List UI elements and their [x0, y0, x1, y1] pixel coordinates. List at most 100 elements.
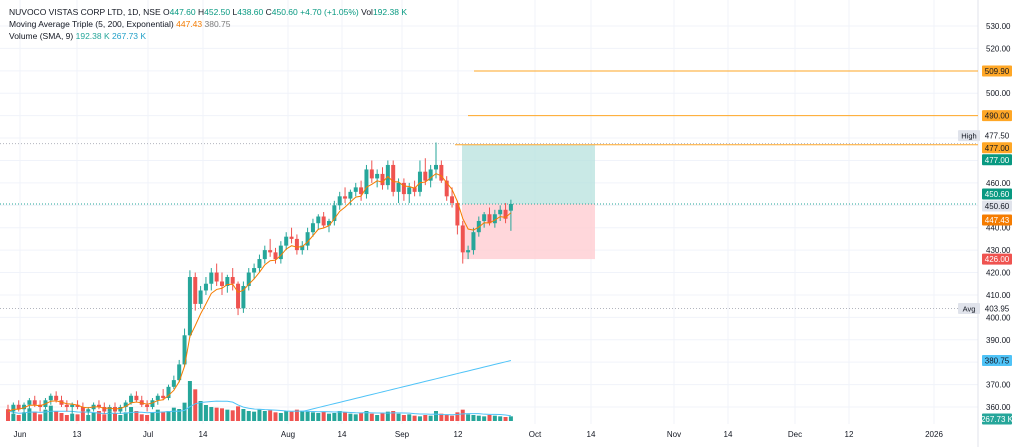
volume-bar: [385, 411, 390, 421]
candle-body: [503, 209, 508, 219]
tag-ema5: 447.43: [985, 216, 1010, 225]
volume-bar: [6, 411, 10, 421]
price-tick-label: 400.00: [986, 313, 1011, 322]
ma-value-1: 447.43: [176, 19, 203, 29]
legend-ma-row: Moving Average Triple (5, 200, Exponenti…: [9, 18, 407, 30]
volume-bar: [375, 415, 380, 421]
volume-bar: [129, 407, 134, 421]
candle-body: [118, 407, 123, 412]
tag-current: 450.60: [985, 190, 1010, 199]
volume-bar: [428, 415, 433, 421]
candle-body: [284, 236, 289, 246]
tag-high-label-bg: [958, 130, 980, 142]
volume-bar: [38, 414, 43, 421]
volume-bar: [498, 416, 503, 421]
volume-bar: [214, 407, 219, 421]
candle-body: [294, 238, 299, 251]
candle-body: [460, 225, 465, 253]
volume-bar: [482, 416, 487, 421]
candle-body: [161, 395, 166, 399]
candle-body: [375, 173, 380, 179]
volume-bar: [364, 411, 369, 421]
volume-bar: [193, 389, 198, 421]
tag-current-dup: 450.60: [985, 202, 1010, 211]
candle-body: [16, 404, 21, 410]
volume-bar: [123, 412, 128, 421]
candle-body: [364, 169, 369, 195]
volume-bar: [417, 416, 422, 421]
volume-value-2: 267.73 K: [112, 31, 147, 41]
volume-bar: [198, 401, 203, 421]
ema5-line: [7, 172, 512, 412]
tag-high-label: High: [961, 132, 976, 141]
volume-bar: [32, 411, 37, 421]
tag-vol-sma-bg: [982, 413, 1012, 425]
candle-body: [417, 171, 422, 192]
volume-bar: [209, 407, 214, 421]
volume-bar: [91, 413, 96, 421]
volume-bar: [321, 411, 326, 421]
volume-bar: [369, 413, 374, 421]
volume-bar: [102, 414, 107, 421]
ema-line: [7, 172, 512, 412]
volume-bar: [11, 413, 16, 421]
candle-body: [209, 272, 214, 284]
volume-bar: [230, 410, 235, 421]
volume-bar: [48, 405, 53, 421]
volume-bar: [252, 411, 257, 421]
volume-bar: [343, 412, 348, 421]
candle-body: [182, 335, 187, 365]
volume-bar: [150, 412, 155, 421]
time-tick-label: Dec: [788, 430, 802, 439]
volume-bar: [305, 411, 310, 421]
candle-body: [380, 173, 385, 186]
time-tick-label: Jul: [143, 430, 153, 439]
candle-body: [107, 407, 112, 412]
candle-body: [300, 245, 305, 251]
volume-bar: [284, 411, 289, 421]
price-tick-label: 520.00: [986, 44, 1011, 53]
volume-bar: [161, 411, 166, 421]
tag-avg-label-bg: [958, 303, 980, 315]
symbol-title[interactable]: NUVOCO VISTAS CORP LTD, 1D, NSE: [9, 7, 161, 17]
volume-sma-line: [7, 400, 511, 417]
volume-bar: [107, 411, 112, 421]
time-tick-label: Aug: [281, 430, 295, 439]
candle-body: [428, 169, 433, 181]
tag-477: 477.00: [985, 144, 1010, 153]
volume-title[interactable]: Volume (SMA, 9): [9, 31, 74, 41]
volume-bar: [134, 411, 139, 421]
candle-body: [246, 272, 251, 286]
candle-body: [236, 283, 241, 309]
volume-bar: [70, 413, 75, 421]
volume-bar: [466, 414, 471, 421]
price-tick-label: 500.00: [986, 89, 1011, 98]
time-tick-label: 14: [338, 430, 347, 439]
volume-bar: [96, 411, 101, 421]
candle-body: [343, 196, 348, 199]
price-tick-label: 440.00: [986, 224, 1011, 233]
volume-bar: [444, 415, 449, 421]
volume-bar: [434, 411, 438, 421]
volume-bar: [316, 413, 321, 421]
candle-body: [64, 404, 69, 407]
candle-body: [220, 281, 224, 286]
volume-bar: [16, 415, 21, 421]
candle-body: [369, 169, 374, 179]
tag-avg-bg: [982, 303, 1012, 315]
volume-bars: [6, 381, 513, 421]
candle-body: [187, 277, 192, 336]
ma-title[interactable]: Moving Average Triple (5, 200, Exponenti…: [9, 19, 174, 29]
volume-bar: [64, 415, 69, 421]
time-tick-label: 14: [587, 430, 596, 439]
volume-bar: [401, 415, 406, 421]
candle-body: [225, 277, 230, 286]
volume-bar: [310, 412, 315, 421]
volume-bar: [22, 412, 27, 421]
candle-body: [193, 277, 198, 304]
volume-bar: [359, 413, 364, 421]
volume-bar: [460, 409, 465, 421]
time-tick-label: 14: [724, 430, 733, 439]
candle-body: [75, 404, 80, 407]
